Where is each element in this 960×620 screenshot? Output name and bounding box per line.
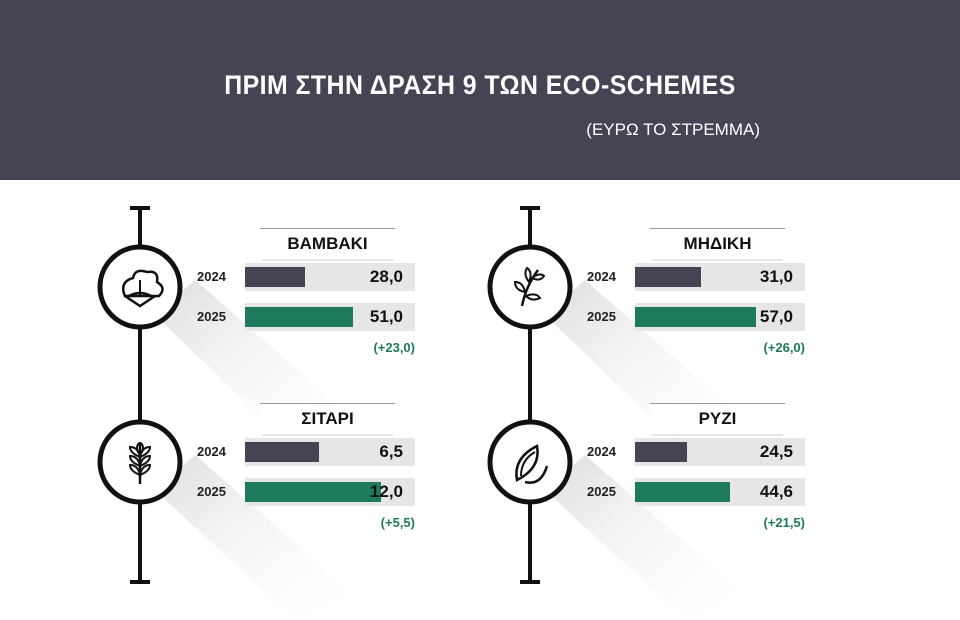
bar-row-2024: 2024 28,0 xyxy=(175,263,415,291)
crop-name-cotton: ΒΑΜΒΑΚΙ xyxy=(260,228,395,259)
bar-fill-2025 xyxy=(635,307,756,327)
bar-track: 28,0 xyxy=(245,263,415,291)
bar-value-label: 44,6 xyxy=(759,482,793,501)
difference-label: (+5,5) xyxy=(380,515,415,530)
bar-track: 57,0 xyxy=(635,303,805,331)
bar-track: 12,0 xyxy=(245,478,415,506)
bar-fill-2025 xyxy=(245,482,381,502)
panel-right: ΜΗΔΙΚΗ 2024 31,0 2025 57,0 (+26,0) ΡΥΖΙ … xyxy=(485,200,885,620)
bar-track: 6,5 xyxy=(245,438,415,466)
page-title: ΠΡΙΜ ΣΤΗΝ ΔΡΑΣΗ 9 ΤΩΝ ECO-SCHEMES xyxy=(224,70,736,100)
bar-value-label: 51,0 xyxy=(369,307,403,326)
bar-row-2024: 2024 31,0 xyxy=(565,263,805,291)
bar-fill-2024 xyxy=(245,267,305,287)
bar-fill-2024 xyxy=(635,267,701,287)
bar-year-label: 2024 xyxy=(197,444,226,459)
bar-row-2024: 2024 6,5 xyxy=(175,438,415,466)
alfalfa-icon xyxy=(487,244,573,330)
crop-wheat: ΣΙΤΑΡΙ 2024 6,5 2025 12,0 (+5,5) xyxy=(95,375,415,535)
bar-row-2025: 2025 12,0 xyxy=(175,478,415,506)
bar-row-2025: 2025 51,0 xyxy=(175,303,415,331)
difference-label: (+26,0) xyxy=(763,340,805,355)
crop-name-wheat: ΣΙΤΑΡΙ xyxy=(260,403,395,434)
bar-year-label: 2024 xyxy=(197,269,226,284)
bar-fill-2025 xyxy=(635,482,730,502)
crop-name-alfalfa: ΜΗΔΙΚΗ xyxy=(650,228,785,259)
bar-year-label: 2024 xyxy=(587,444,616,459)
header-banner: ΠΡΙΜ ΣΤΗΝ ΔΡΑΣΗ 9 ΤΩΝ ECO-SCHEMES (ΕΥΡΩ … xyxy=(0,0,960,180)
bar-value-label: 31,0 xyxy=(759,267,793,286)
crop-rice: ΡΥΖΙ 2024 24,5 2025 44,6 (+21,5) xyxy=(485,375,805,535)
bar-year-label: 2025 xyxy=(197,309,226,324)
bar-track: 51,0 xyxy=(245,303,415,331)
bar-fill-2024 xyxy=(635,442,687,462)
bar-fill-2024 xyxy=(245,442,319,462)
page-subtitle: (ΕΥΡΩ ΤΟ ΣΤΡΕΜΜΑ) xyxy=(586,120,760,139)
bar-row-2024: 2024 24,5 xyxy=(565,438,805,466)
bar-value-label: 6,5 xyxy=(379,442,403,461)
icon-shadow xyxy=(545,455,745,620)
bar-row-2025: 2025 44,6 xyxy=(565,478,805,506)
cotton-icon xyxy=(97,244,183,330)
bar-value-label: 28,0 xyxy=(369,267,403,286)
icon-shadow xyxy=(155,455,355,620)
bar-year-label: 2024 xyxy=(587,269,616,284)
bar-row-2025: 2025 57,0 xyxy=(565,303,805,331)
wheat-icon xyxy=(97,419,183,505)
bar-value-label: 57,0 xyxy=(759,307,793,326)
bar-track: 31,0 xyxy=(635,263,805,291)
crop-name-rice: ΡΥΖΙ xyxy=(650,403,785,434)
bar-track: 24,5 xyxy=(635,438,805,466)
difference-label: (+23,0) xyxy=(373,340,415,355)
bar-value-label: 12,0 xyxy=(369,482,403,501)
crop-cotton: ΒΑΜΒΑΚΙ 2024 28,0 2025 51,0 (+23,0) xyxy=(95,200,415,360)
panel-left: ΒΑΜΒΑΚΙ 2024 28,0 2025 51,0 (+23,0) ΣΙΤΑ… xyxy=(95,200,495,620)
crop-alfalfa: ΜΗΔΙΚΗ 2024 31,0 2025 57,0 (+26,0) xyxy=(485,200,805,360)
bar-fill-2025 xyxy=(245,307,353,327)
timeline-left xyxy=(97,206,355,620)
bar-year-label: 2025 xyxy=(197,484,226,499)
bar-year-label: 2025 xyxy=(587,484,616,499)
bar-value-label: 24,5 xyxy=(759,442,793,461)
rice-icon xyxy=(487,419,573,505)
bar-year-label: 2025 xyxy=(587,309,616,324)
difference-label: (+21,5) xyxy=(763,515,805,530)
bar-track: 44,6 xyxy=(635,478,805,506)
